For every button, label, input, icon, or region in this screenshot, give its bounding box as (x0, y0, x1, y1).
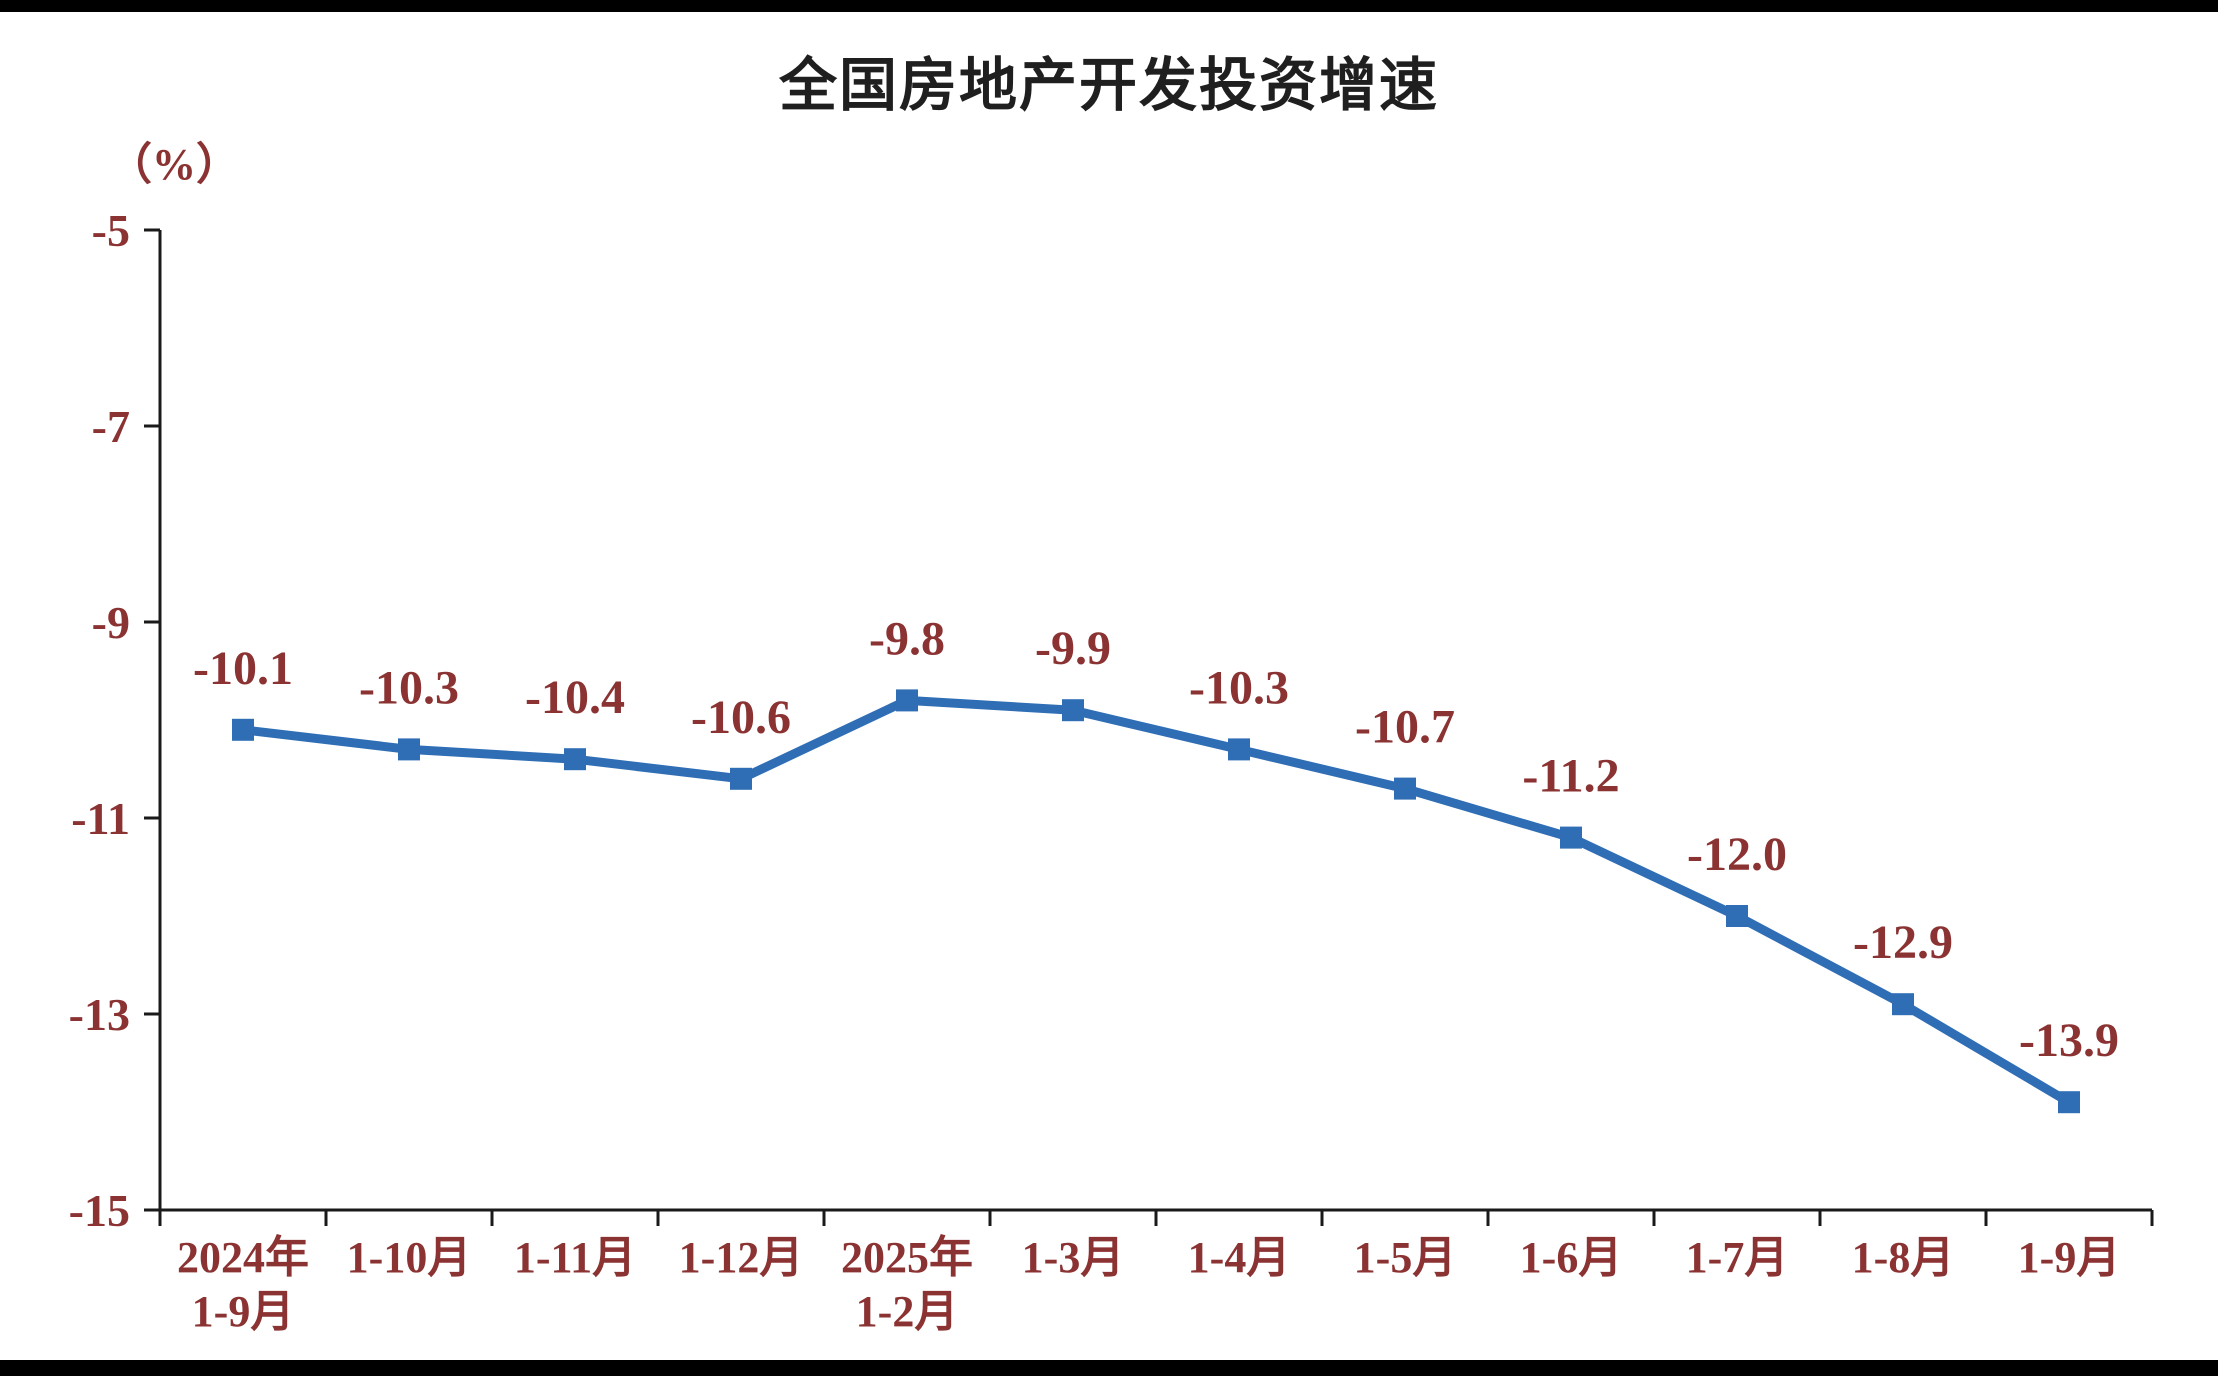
data-point-label: -10.3 (1189, 661, 1289, 714)
y-axis-tick-label: -7 (92, 401, 130, 452)
x-axis-category-label: 1-3月 (1022, 1233, 1125, 1282)
data-point-label: -10.4 (525, 671, 625, 724)
bottom-border (0, 1360, 2218, 1376)
x-axis-category-label: 1-8月 (1852, 1233, 1955, 1282)
data-point-marker (1394, 777, 1416, 800)
series-line (238, 695, 2074, 1107)
y-axis-tick-label: -13 (69, 989, 130, 1040)
data-point-marker (1892, 993, 1914, 1016)
data-point-marker (564, 748, 586, 771)
data-point-label: -9.8 (869, 612, 945, 665)
y-axis-unit-label: （%） (108, 140, 240, 189)
data-point-label: -12.0 (1687, 828, 1787, 881)
y-axis-tick-label: -9 (92, 597, 130, 648)
data-point-label: -11.2 (1522, 750, 1619, 803)
x-axis-category-label: 1-7月 (1686, 1233, 1789, 1282)
data-point-label: -13.9 (2019, 1014, 2119, 1067)
data-point-label: -10.7 (1355, 701, 1455, 754)
x-axis-category-label: 1-6月 (1520, 1233, 1623, 1282)
chart-title: 全国房地产开发投资增速 (778, 51, 1439, 119)
x-axis-category-label: 1-12月 (679, 1233, 804, 1282)
data-point-marker (1560, 826, 1582, 849)
data-point-marker (232, 718, 254, 741)
data-point-marker (398, 738, 420, 761)
data-point-marker (730, 767, 752, 790)
x-axis-category-label: 1-4月 (1188, 1233, 1291, 1282)
x-axis-category-label: 1-5月 (1354, 1233, 1457, 1282)
data-point-marker (896, 689, 918, 712)
data-point-label: -9.9 (1035, 622, 1111, 675)
x-axis-category-label: 1-11月 (514, 1233, 636, 1282)
x-axis-category-label: 1-10月 (347, 1233, 472, 1282)
top-border (0, 0, 2218, 12)
x-axis-category-label: 2025年 1-2月 (841, 1233, 973, 1336)
data-point-label: -12.9 (1853, 916, 1953, 969)
data-point-marker (1062, 699, 1084, 722)
data-point-marker (1228, 738, 1250, 761)
data-point-label: -10.6 (691, 691, 791, 744)
data-point-label: -10.3 (359, 661, 459, 714)
data-point-marker (2058, 1091, 2080, 1114)
y-axis-tick-label: -11 (71, 793, 130, 844)
x-axis-category-label: 2024年 1-9月 (177, 1233, 309, 1336)
data-point-label: -10.1 (193, 642, 293, 695)
y-axis-tick-label: -15 (69, 1185, 130, 1236)
x-axis-category-label: 1-9月 (2018, 1233, 2121, 1282)
y-axis-tick-label: -5 (92, 205, 130, 256)
data-point-marker (1726, 905, 1748, 927)
